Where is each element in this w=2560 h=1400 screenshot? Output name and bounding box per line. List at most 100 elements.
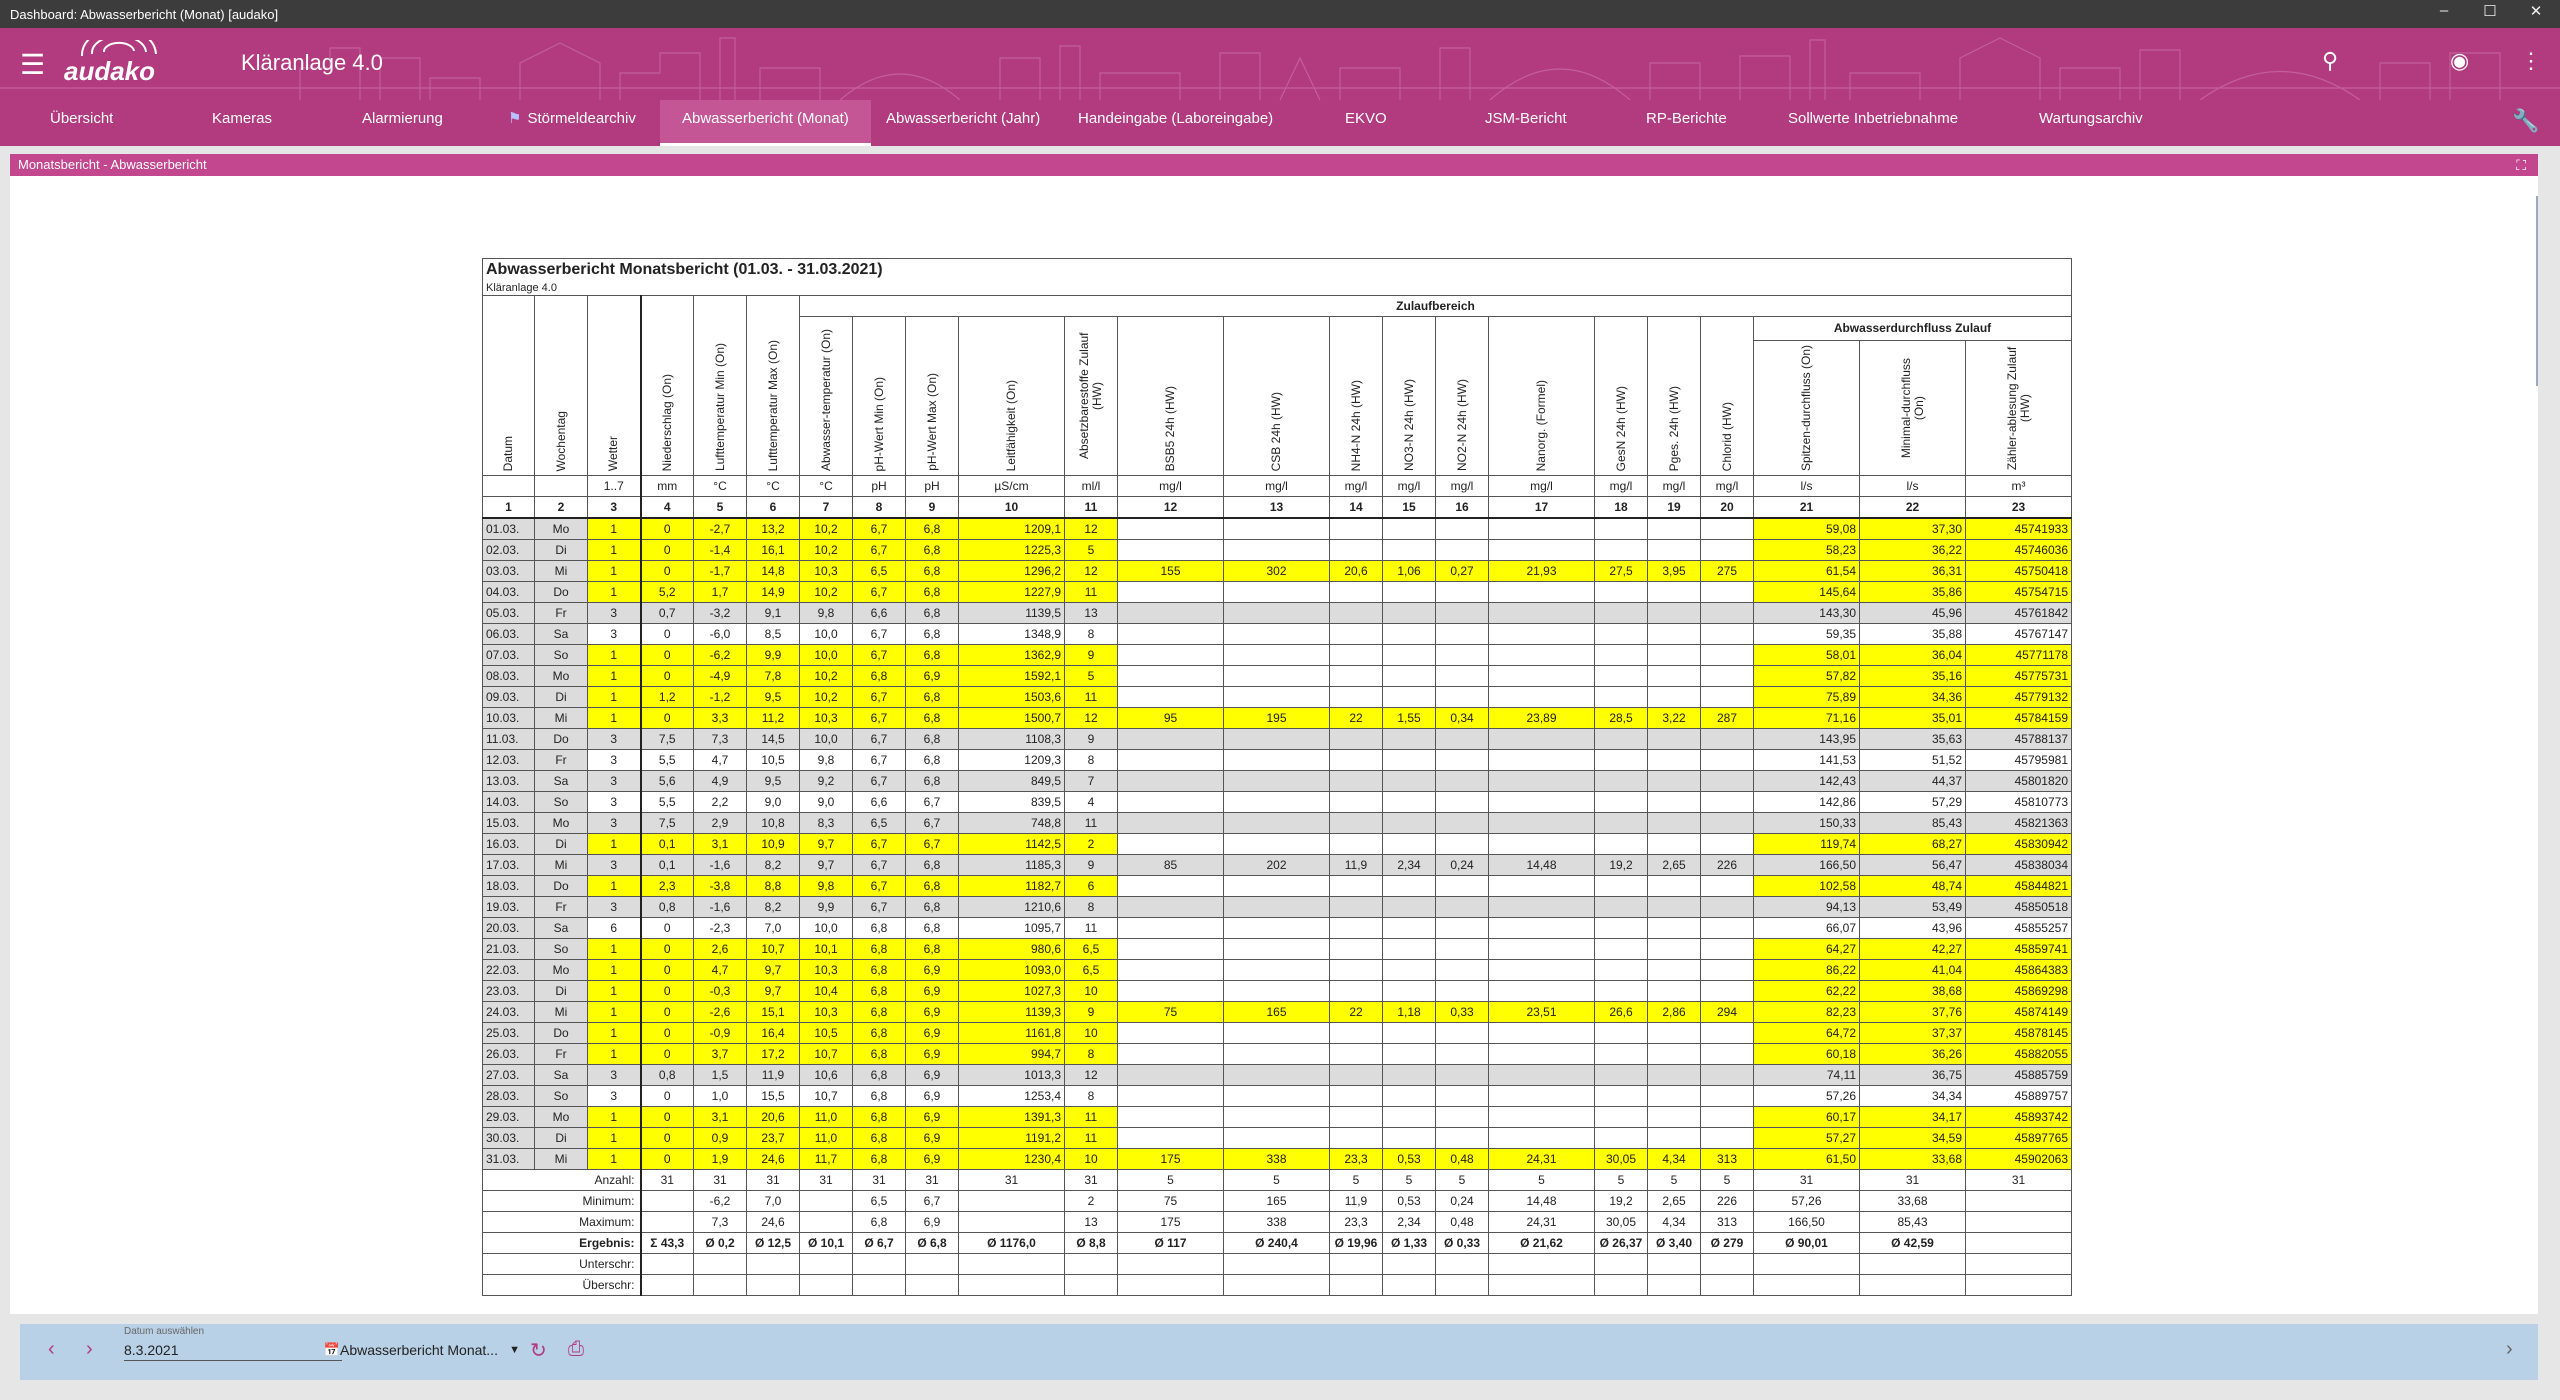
account-icon[interactable]: ◉ <box>2450 48 2470 73</box>
tab-alarmierung[interactable]: Alarmierung <box>362 100 443 146</box>
calendar-icon[interactable]: 📅 <box>323 1342 340 1357</box>
value-cell: 13,2 <box>746 517 800 540</box>
summary-cell: 5 <box>1594 1169 1648 1191</box>
chevron-right-end-icon[interactable]: › <box>2506 1338 2513 1360</box>
column-number: 7 <box>799 496 853 519</box>
value-cell <box>1435 1127 1489 1149</box>
summary-cell: Ø 240,4 <box>1223 1232 1330 1254</box>
value-cell: 6,7 <box>852 686 906 708</box>
value-cell <box>1223 1022 1330 1044</box>
value-cell <box>1488 770 1595 792</box>
tab-wartungsarchiv[interactable]: Wartungsarchiv <box>2039 100 2143 146</box>
close-icon[interactable]: ✕ <box>2529 3 2543 20</box>
value-cell: 6,6 <box>852 602 906 624</box>
tab-handeingabe[interactable]: Handeingabe (Laboreingabe) <box>1078 100 1273 146</box>
scrollbar[interactable] <box>2536 196 2538 386</box>
value-cell: 0 <box>639 623 694 645</box>
search-icon[interactable]: ⚲ <box>2322 48 2339 73</box>
value-cell: Do <box>534 875 588 897</box>
column-header-label: Lufttemperatur Min (On) <box>712 342 727 471</box>
tab-kameras[interactable]: Kameras <box>212 100 272 146</box>
date-cell: 31.03. <box>482 1148 535 1170</box>
date-input[interactable]: 8.3.2021 📅 <box>124 1340 342 1361</box>
value-cell <box>1117 938 1224 960</box>
value-cell: 17,2 <box>746 1043 800 1065</box>
summary-cell <box>1117 1274 1224 1296</box>
value-cell: 6,8 <box>852 980 906 1002</box>
refresh-icon[interactable]: ↻ <box>530 1340 547 1362</box>
tab-stoermeldearchiv[interactable]: ⚑ Störmeldearchiv <box>508 100 636 146</box>
value-cell: 5,6 <box>639 770 694 792</box>
tab-uebersicht[interactable]: Übersicht <box>50 100 113 146</box>
wrench-icon[interactable]: 🔧 <box>2512 108 2540 133</box>
value-cell: -4,9 <box>693 665 747 687</box>
value-cell: 166,50 <box>1753 854 1860 876</box>
value-cell <box>1382 980 1436 1002</box>
value-cell: 61,50 <box>1753 1148 1860 1170</box>
value-cell <box>1329 749 1383 771</box>
menu-icon[interactable]: ☰ <box>20 49 46 80</box>
table-row: 20.03. Sa 6 0 -2,3 7,0 10,0 6,8 6,8 1095,7 11 66,07… <box>482 917 2072 939</box>
value-cell: 35,16 <box>1859 665 1966 687</box>
value-cell: 5,5 <box>639 791 694 813</box>
minimize-icon[interactable]: – <box>2439 2 2449 19</box>
report-select[interactable]: Abwasserbericht Monat... ▼ <box>340 1340 520 1360</box>
value-cell <box>1382 875 1436 897</box>
summary-cell <box>1064 1274 1118 1296</box>
value-cell <box>1647 812 1701 834</box>
column-header: BSB5 24h (HW) <box>1117 316 1224 476</box>
value-cell <box>1435 875 1489 897</box>
value-cell: 11,0 <box>799 1127 853 1149</box>
value-cell: 748,8 <box>958 812 1065 834</box>
value-cell <box>1329 896 1383 918</box>
summary-cell <box>1382 1274 1436 1296</box>
value-cell: Fr <box>534 896 588 918</box>
value-cell <box>1117 833 1224 855</box>
value-cell: 6,8 <box>905 896 959 918</box>
tab-abwasserbericht-monat[interactable]: Abwasserbericht (Monat) <box>660 100 871 146</box>
chevron-right-icon[interactable]: › <box>86 1338 93 1360</box>
value-cell: 10,5 <box>799 1022 853 1044</box>
value-cell: 6,9 <box>905 980 959 1002</box>
value-cell: Mi <box>534 1001 588 1023</box>
value-cell: 1209,1 <box>958 517 1065 540</box>
maximize-icon[interactable]: ☐ <box>2483 3 2497 20</box>
value-cell: 142,86 <box>1753 791 1860 813</box>
print-icon[interactable]: ⎙ <box>568 1338 584 1360</box>
tab-sollwerte-inbetriebnahme[interactable]: Sollwerte Inbetriebnahme <box>1788 100 1958 146</box>
value-cell <box>1382 1022 1436 1044</box>
tab-jsm-bericht[interactable]: JSM-Bericht <box>1485 100 1567 146</box>
more-vert-icon[interactable]: ⋮ <box>2520 48 2542 73</box>
summary-cell: 31 <box>958 1169 1065 1191</box>
value-cell: 22 <box>1329 1001 1383 1023</box>
value-cell <box>1647 728 1701 750</box>
value-cell <box>1435 581 1489 603</box>
value-cell <box>1435 644 1489 666</box>
value-cell: 7,0 <box>746 917 800 939</box>
value-cell: 287 <box>1700 707 1754 729</box>
tab-ekvo[interactable]: EKVO <box>1345 100 1387 146</box>
tab-label: Handeingabe (Laboreingabe) <box>1078 110 1274 127</box>
tab-abwasserbericht-jahr[interactable]: Abwasserbericht (Jahr) <box>886 100 1040 146</box>
value-cell: -6,0 <box>693 623 747 645</box>
value-cell: 143,95 <box>1753 728 1860 750</box>
value-cell: 36,26 <box>1859 1043 1966 1065</box>
value-cell: 9,0 <box>799 791 853 813</box>
value-cell <box>1700 980 1754 1002</box>
value-cell <box>1488 1043 1595 1065</box>
chevron-left-icon[interactable]: ‹ <box>48 1338 55 1360</box>
value-cell: 10,4 <box>799 980 853 1002</box>
value-cell: 60,18 <box>1753 1043 1860 1065</box>
value-cell: 7,8 <box>746 665 800 687</box>
summary-cell: 2 <box>1064 1190 1118 1212</box>
tab-rp-berichte[interactable]: RP-Berichte <box>1646 100 1727 146</box>
summary-cell: 31 <box>799 1169 853 1191</box>
summary-row: Unterschr: <box>482 1253 2072 1275</box>
table-row: 28.03. So 3 0 1,0 15,5 10,7 6,8 6,9 1253,4 8 57,26 3… <box>482 1085 2072 1107</box>
value-cell: Mo <box>534 665 588 687</box>
value-cell <box>1117 980 1224 1002</box>
value-cell: 9,7 <box>799 854 853 876</box>
skyline-background-icon <box>0 37 2560 100</box>
summary-cell: 6,8 <box>852 1211 906 1233</box>
fullscreen-icon[interactable]: ⛶ <box>2516 157 2526 173</box>
